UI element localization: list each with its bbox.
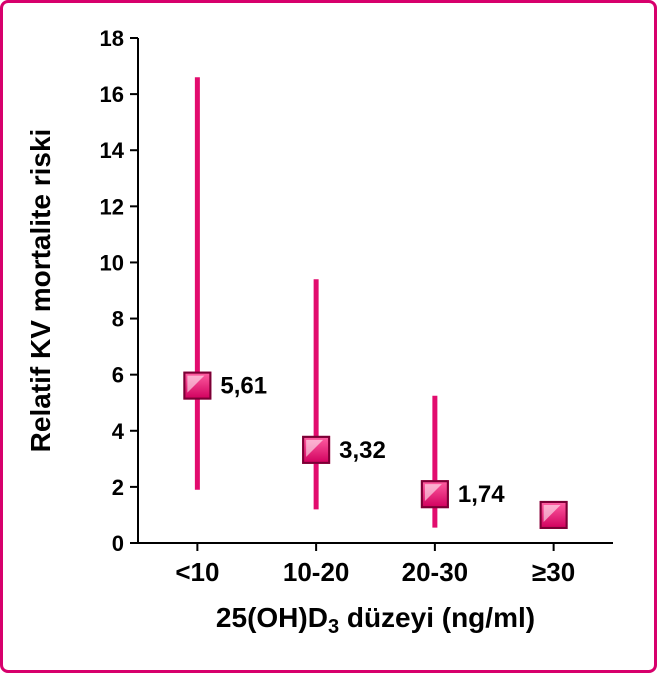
data-marker: [422, 481, 448, 507]
chart-frame: 0 2 4 6 8 10 12 14 16 18 <10 10-20 20-30 ≥30 Relatif K…: [0, 0, 657, 673]
y-tick-label: 2: [112, 475, 124, 500]
data-marker: [184, 373, 210, 399]
y-tick-label: 16: [100, 82, 124, 107]
x-tick-label: 10-20: [283, 557, 350, 587]
x-axis-title: 25(OH)D3 düzeyi (ng/ml): [216, 602, 535, 638]
y-tick-label: 12: [100, 194, 124, 219]
y-tick-label: 18: [100, 26, 124, 51]
data-label: 3,32: [339, 437, 386, 464]
y-tick-label: 14: [100, 138, 125, 163]
y-tick-label: 10: [100, 250, 124, 275]
y-axis-title: Relatif KV mortalite riski: [25, 129, 56, 453]
y-tick-label: 6: [112, 363, 124, 388]
data-marker: [303, 437, 329, 463]
x-tick-label: ≥30: [532, 557, 575, 587]
y-tick-label: 8: [112, 307, 124, 332]
data-label: 5,61: [220, 373, 267, 400]
errorbar-chart: 0 2 4 6 8 10 12 14 16 18 <10 10-20 20-30 ≥30 Relatif K…: [3, 3, 654, 670]
data-label: 1,74: [458, 481, 505, 508]
y-tick-label: 4: [112, 419, 125, 444]
x-tick-label: <10: [175, 557, 219, 587]
x-tick-label: 20-30: [402, 557, 469, 587]
data-marker: [541, 502, 567, 528]
y-tick-label: 0: [112, 531, 124, 556]
